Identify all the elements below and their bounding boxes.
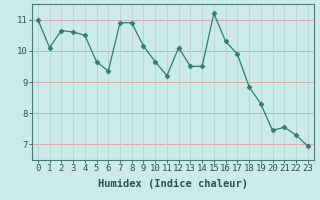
X-axis label: Humidex (Indice chaleur): Humidex (Indice chaleur) [98, 179, 248, 189]
